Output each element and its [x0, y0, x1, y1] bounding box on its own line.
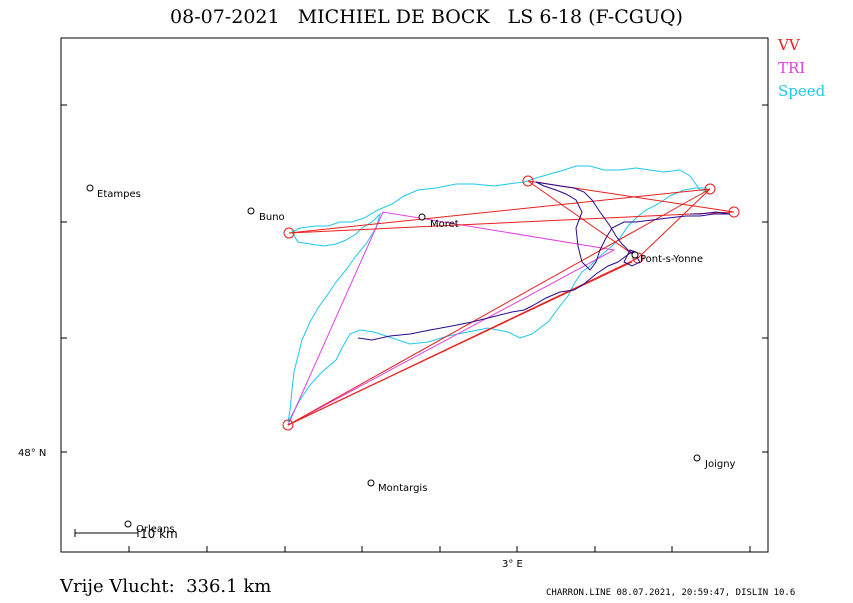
town-pont-s-yonne: Pont-s-Yonne [640, 254, 703, 265]
scale-bar [74, 529, 139, 537]
legend-speed: Speed [778, 82, 826, 100]
lon-ticks [128, 546, 751, 552]
speed-track [287, 165, 709, 423]
lat-ticks [61, 104, 768, 453]
flight-track [357, 181, 731, 341]
vv-turnpoints [282, 175, 740, 431]
town-markers [86, 184, 701, 528]
town-etampes: Etampes [97, 189, 141, 200]
town-moret: Moret [430, 219, 459, 230]
lat-label: 48° N [18, 448, 46, 459]
map-title: 08-07-2021 MICHIEL DE BOCK LS 6-18 (F-CG… [170, 6, 683, 28]
legend-vv: VV [778, 36, 800, 54]
scale-label: 10 km [140, 527, 178, 541]
town-joigny: Joigny [704, 459, 736, 470]
town-orleans: Orleans [136, 524, 175, 535]
town-buno: Buno [259, 212, 285, 223]
tri-leg [287, 211, 616, 426]
footer-info: CHARRON.LINE 08.07.2021, 20:59:47, DISLI… [546, 588, 796, 598]
free-flight-distance: Vrije Vlucht: 336.1 km [60, 576, 272, 597]
town-montargis: Montargis [378, 483, 427, 494]
legend-tri: TRI [778, 59, 806, 77]
vv-route [287, 180, 735, 426]
lon-label: 3° E [502, 559, 523, 570]
map-frame [60, 37, 769, 553]
